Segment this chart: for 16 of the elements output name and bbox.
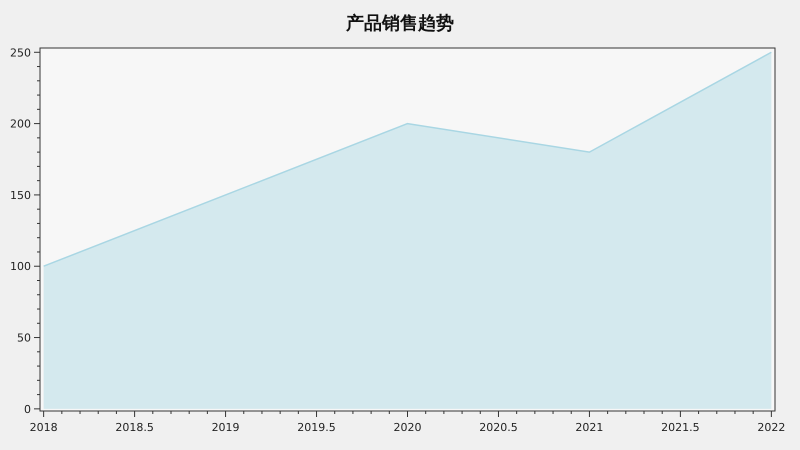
chart-title: 产品销售趋势 bbox=[345, 13, 454, 34]
x-tick-label: 2018 bbox=[30, 421, 58, 434]
x-tick-label: 2019 bbox=[212, 421, 240, 434]
y-tick-label: 250 bbox=[10, 46, 31, 60]
y-tick-label: 0 bbox=[24, 402, 31, 416]
x-tick-label: 2022 bbox=[757, 421, 786, 434]
y-tick-label: 200 bbox=[10, 118, 31, 131]
x-tick-label: 2021 bbox=[575, 421, 604, 434]
x-tick-label: 2019.5 bbox=[297, 421, 336, 434]
x-tick-label: 2018.5 bbox=[115, 421, 154, 434]
x-tick-label: 2020.5 bbox=[479, 421, 518, 434]
y-tick-label: 100 bbox=[10, 260, 31, 274]
y-tick-label: 150 bbox=[10, 188, 31, 202]
y-tick-label: 50 bbox=[17, 332, 31, 345]
x-tick-label: 2021.5 bbox=[661, 421, 700, 434]
x-tick-label: 2020 bbox=[394, 421, 422, 434]
